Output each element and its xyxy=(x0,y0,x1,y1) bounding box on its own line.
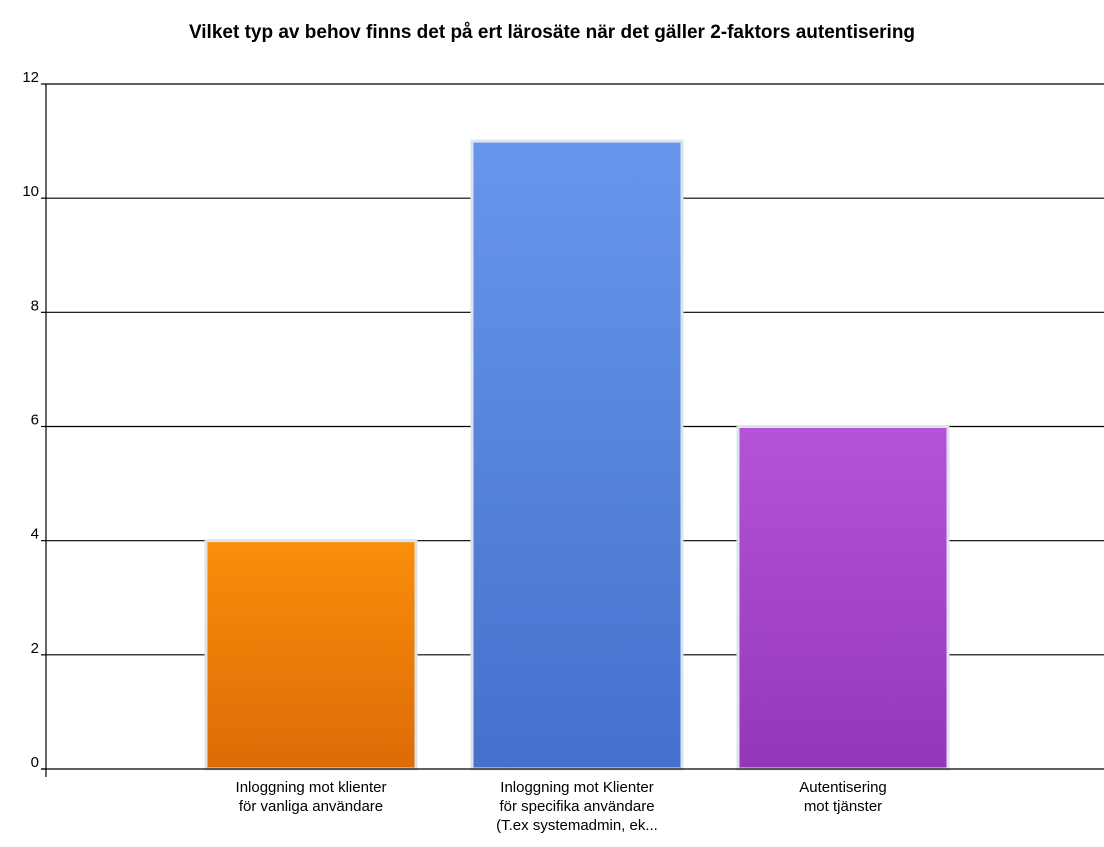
y-tick-label: 10 xyxy=(22,183,39,200)
y-tick-labels: 0 2 4 6 8 10 12 xyxy=(22,69,39,771)
x-category-label: för vanliga användare xyxy=(239,798,383,815)
x-category-label: Inloggning mot klienter xyxy=(236,779,387,796)
bar xyxy=(470,139,684,771)
x-category-label: för specifika användare xyxy=(499,798,654,815)
x-category-label: (T.ex systemadmin, ek... xyxy=(496,817,658,834)
y-tick-label: 2 xyxy=(31,640,39,657)
bar xyxy=(204,539,418,771)
y-tick-label: 0 xyxy=(31,754,39,771)
y-tick-label: 12 xyxy=(22,69,39,86)
x-category-label: mot tjänster xyxy=(804,798,882,815)
bar xyxy=(736,425,950,771)
y-tick-label: 4 xyxy=(31,526,39,543)
chart-title: Vilket typ av behov finns det på ert lär… xyxy=(188,22,916,43)
x-category-label: Inloggning mot Klienter xyxy=(500,779,653,796)
axes xyxy=(41,83,1104,777)
y-tick-label: 8 xyxy=(31,297,39,314)
y-tick-label: 6 xyxy=(31,412,39,429)
x-category-label: Autentisering xyxy=(799,779,887,796)
bars xyxy=(204,139,950,771)
x-category-labels: Inloggning mot klienter för vanliga använ… xyxy=(236,779,887,834)
